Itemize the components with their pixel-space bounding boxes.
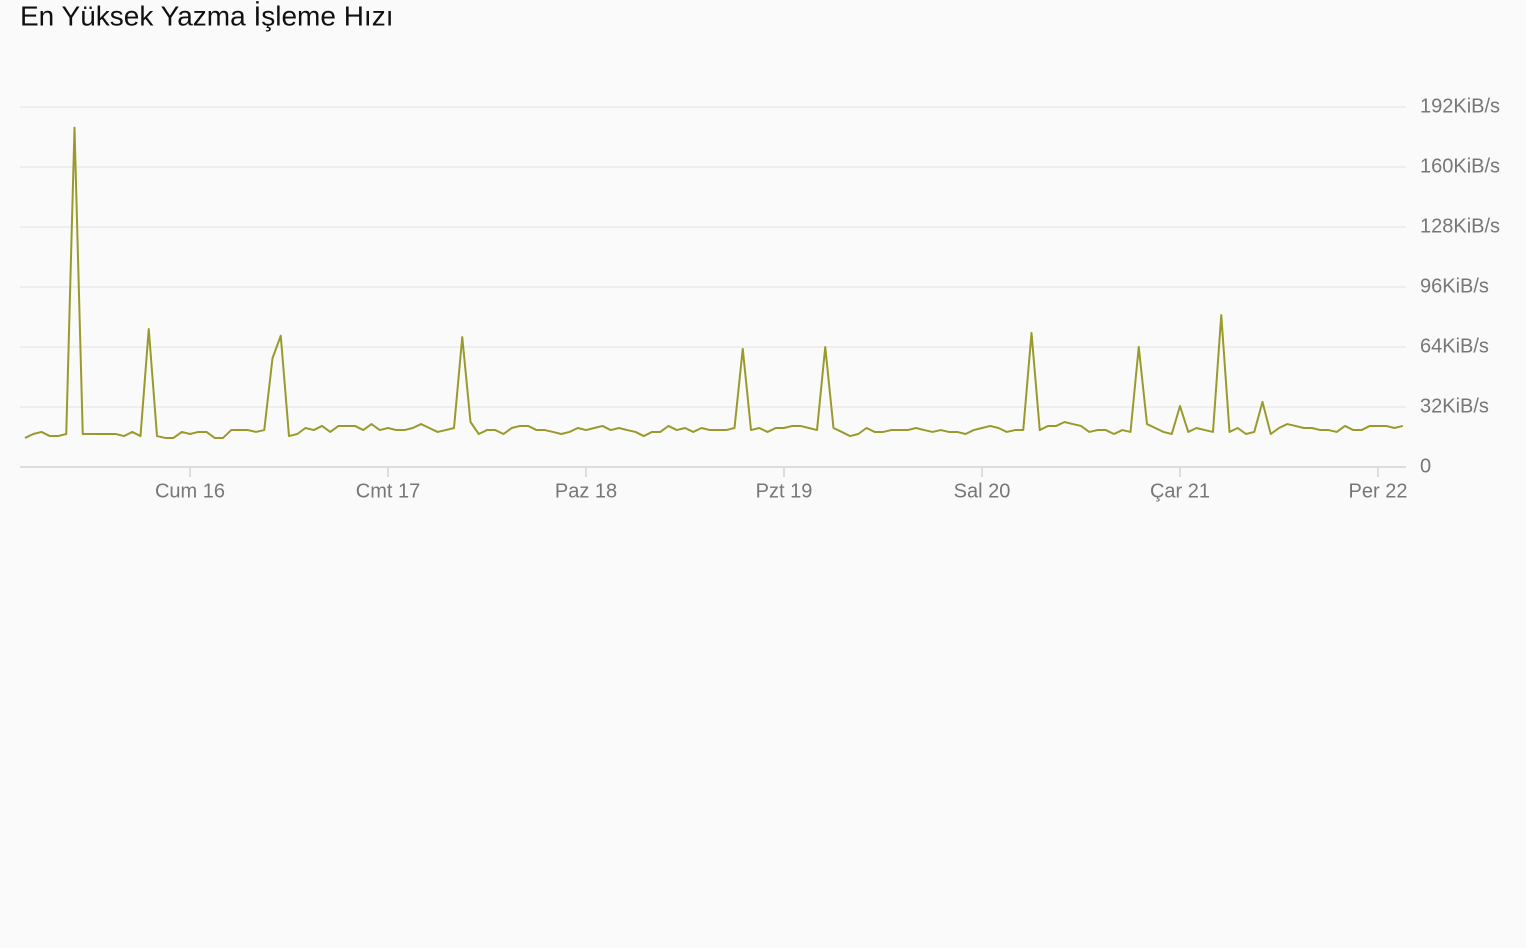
x-tick-label: Paz 18 [555,480,617,502]
x-tick-label: Per 22 [1349,480,1408,502]
y-tick-label: 96KiB/s [1420,275,1489,297]
x-tick-label: Çar 21 [1150,480,1210,502]
x-tick-label: Cum 16 [155,480,225,502]
y-tick-label: 128KiB/s [1420,215,1500,237]
chart-title: En Yüksek Yazma İşleme Hızı [20,0,394,31]
y-tick-label: 192KiB/s [1420,95,1500,117]
data-line [24,126,1403,439]
y-tick-label: 32KiB/s [1420,395,1489,417]
x-tick-label: Pzt 19 [756,480,813,502]
y-tick-label: 0 [1420,455,1431,477]
y-tick-label: 64KiB/s [1420,335,1489,357]
x-tick-label: Sal 20 [954,480,1011,502]
x-tick-label: Cmt 17 [356,480,420,502]
y-tick-label: 160KiB/s [1420,155,1500,177]
